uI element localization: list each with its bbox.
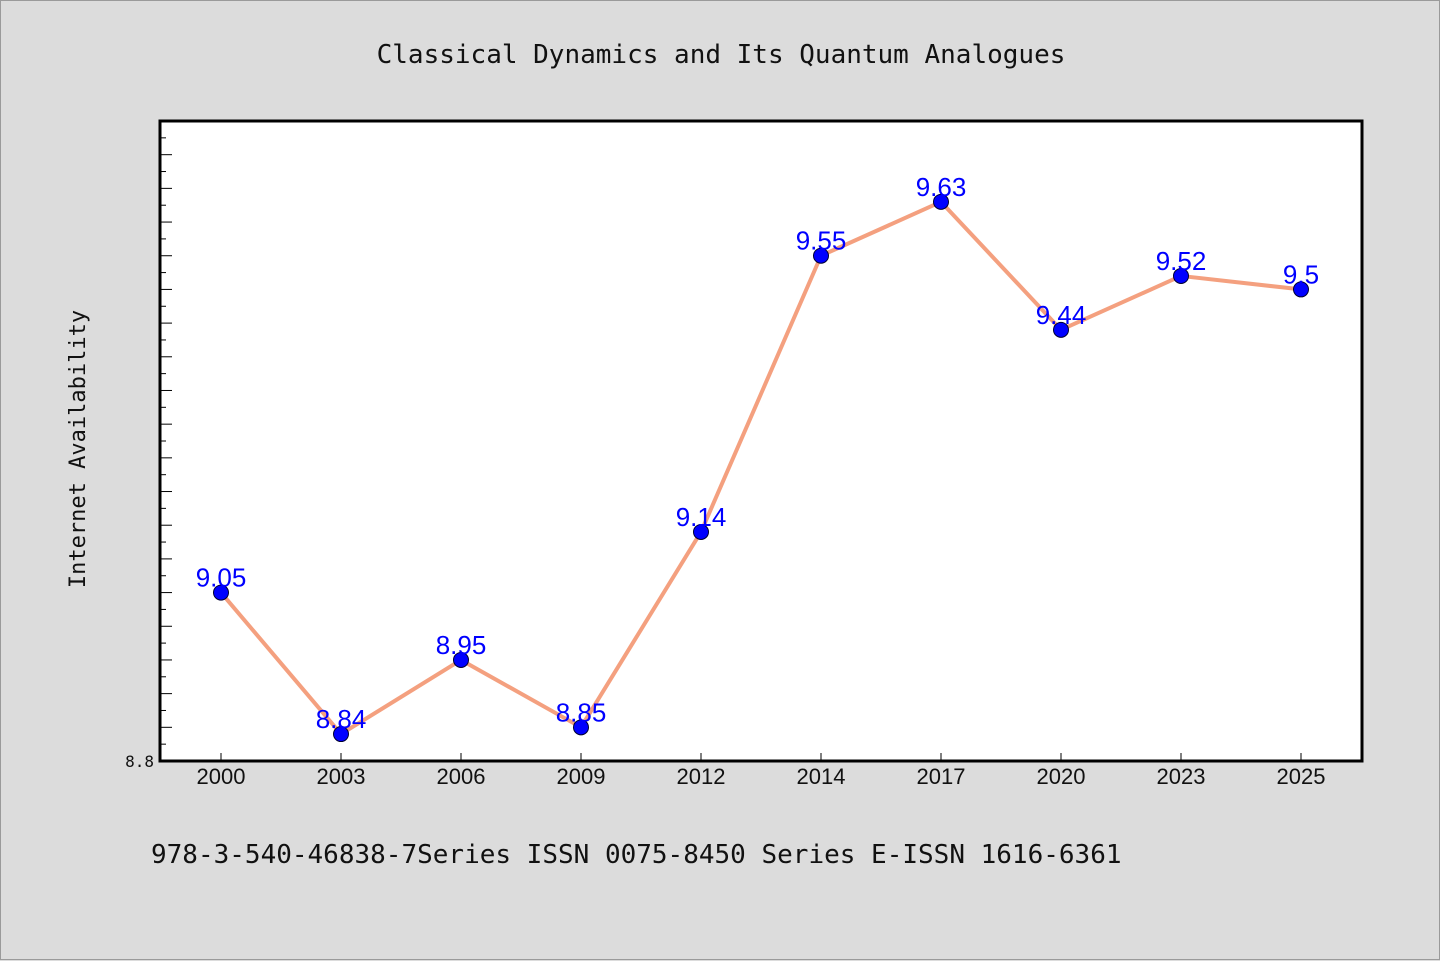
data-point <box>1053 321 1069 338</box>
data-label: 8.84 <box>316 704 367 734</box>
data-point <box>1293 281 1309 298</box>
data-point <box>453 651 469 668</box>
data-label: 9.05 <box>196 563 247 593</box>
data-label: 9.44 <box>1036 300 1087 330</box>
data-label: 8.85 <box>556 697 607 727</box>
y-axis-label: Internet Availability <box>66 310 91 588</box>
data-label: 9.14 <box>676 502 727 532</box>
y-tick-label: 8.8 <box>125 752 154 771</box>
data-point <box>573 719 589 736</box>
data-point <box>333 726 349 743</box>
data-point <box>213 584 229 601</box>
x-tick-label: 2023 <box>1157 764 1206 789</box>
y-axis-ticks <box>160 120 172 762</box>
data-point <box>813 247 829 264</box>
x-tick-label: 2012 <box>677 764 726 789</box>
x-tick-label: 2003 <box>317 764 366 789</box>
data-label: 9.63 <box>916 172 967 202</box>
data-point <box>693 523 709 540</box>
x-tick-label: 2000 <box>197 764 246 789</box>
x-tick-label: 2020 <box>1037 764 1086 789</box>
x-tick-label: 2014 <box>797 764 846 789</box>
series-line <box>219 199 1302 737</box>
data-point <box>933 193 949 210</box>
footer-text: 978-3-540-46838-7Series ISSN 0075-8450 S… <box>151 840 1122 870</box>
x-axis-ticks: 2000 2003 2006 2009 2012 2014 2017 2020 2023 2025 <box>197 753 1326 789</box>
series-layer: 9.05 8.84 8.95 8.85 9.14 9.55 9.63 9.44 9.52 9.5 <box>196 172 1319 743</box>
data-label: 9.55 <box>796 226 847 256</box>
chart-title: Classical Dynamics and Its Quantum Analo… <box>377 40 1066 70</box>
x-tick-label: 2009 <box>557 764 606 789</box>
data-label: 9.5 <box>1283 259 1319 289</box>
x-tick-label: 2017 <box>917 764 966 789</box>
data-label: 8.95 <box>436 630 487 660</box>
x-tick-label: 2006 <box>437 764 486 789</box>
data-label: 9.52 <box>1156 246 1207 276</box>
data-point <box>1173 267 1189 284</box>
plot-area <box>158 119 1364 763</box>
x-tick-label: 2025 <box>1277 764 1326 789</box>
